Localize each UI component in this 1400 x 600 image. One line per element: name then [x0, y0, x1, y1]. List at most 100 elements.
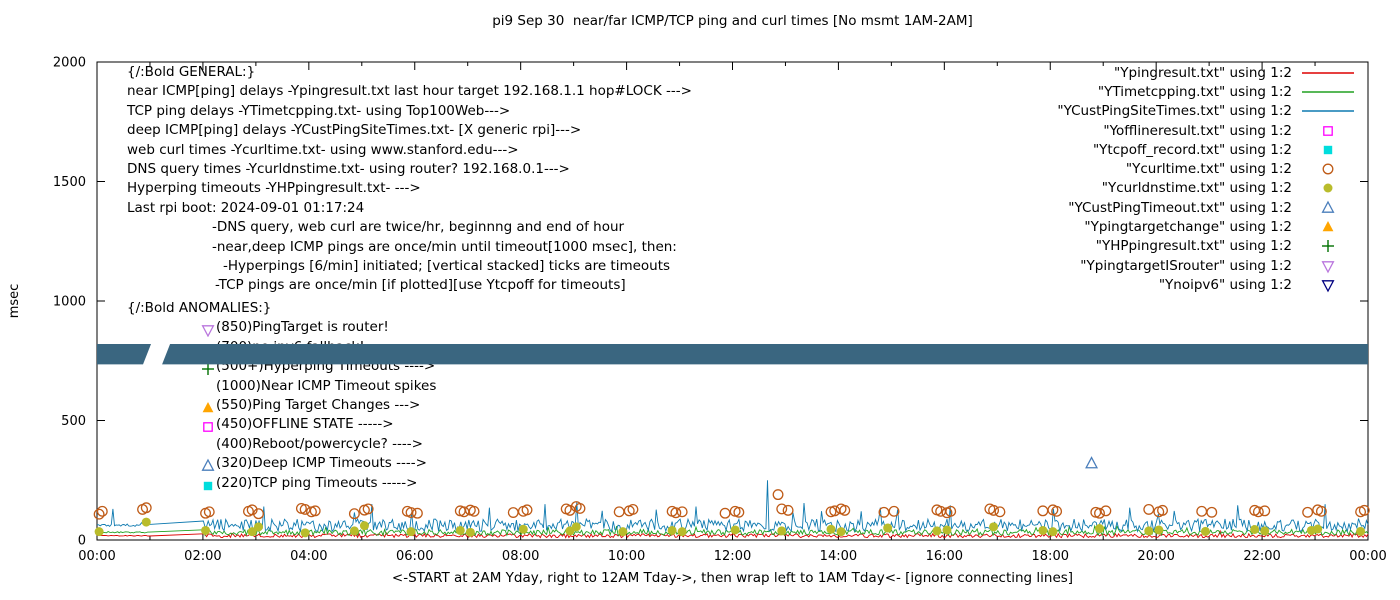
annotation-line: deep ICMP[ping] delays -YCustPingSiteTim…: [127, 121, 692, 140]
legend-entry: "Ycurltime.txt" using 1:2: [1057, 159, 1360, 178]
circle-filled-marker: [247, 527, 257, 537]
circle-open-marker: [521, 504, 533, 516]
circle-filled-marker: [359, 521, 369, 531]
legend-label: "YCustPingSiteTimes.txt" using 1:2: [1057, 103, 1292, 120]
circle-filled-marker: [1200, 526, 1210, 536]
annotation-text: (450)OFFLINE STATE ----->: [216, 416, 394, 433]
annotation-text: {/:Bold GENERAL:}: [127, 64, 256, 80]
annotation-text: -Hyperpings [6/min] initiated; [vertical…: [223, 257, 671, 274]
annotation-line: DNS query times -Ycurldnstime.txt- using…: [127, 160, 692, 179]
x-tick-label: 18:00: [1032, 549, 1069, 564]
circle-open-marker: [96, 505, 108, 517]
circle-open-marker: [613, 506, 625, 518]
circle-filled-marker: [932, 526, 942, 536]
y-tick-label: 1000: [53, 295, 86, 310]
triangle-up-filled-marker: [202, 401, 214, 413]
annotation-line: TCP ping delays -YTimetcpping.txt- using…: [127, 102, 692, 121]
legend-circle-filled-icon: [1323, 183, 1333, 193]
circle-filled-marker: [989, 522, 999, 532]
circle-open-marker: [1051, 505, 1063, 517]
circle-open-marker: [507, 507, 519, 518]
triangle-up-open-marker: [1321, 200, 1335, 213]
circle-filled-marker: [1313, 524, 1323, 534]
general-annotations: {/:Bold GENERAL:} near ICMP[ping] delays …: [127, 63, 692, 296]
annotation-line: {/:Bold GENERAL:}: [127, 63, 692, 82]
circle-filled-marker: [1356, 526, 1366, 536]
legend-entry: "YTimetcpping.txt" using 1:2: [1057, 82, 1360, 101]
anomalies-header: {/:Bold ANOMALIES:}: [127, 299, 436, 318]
circle-filled-marker: [300, 528, 310, 538]
triangle-up-open-icon: [200, 457, 216, 473]
circle-open-marker: [1094, 507, 1105, 519]
annotation-text: -TCP pings are once/min [if plotted][use…: [215, 277, 626, 294]
circle-filled-marker: [942, 525, 952, 535]
x-tick-label: 14:00: [820, 549, 857, 564]
circle-filled-marker: [141, 517, 151, 527]
circle-open-marker: [1196, 505, 1208, 517]
legend-label: "Ypingresult.txt" using 1:2: [1114, 64, 1292, 81]
circle-open-marker: [1322, 163, 1334, 175]
square-open-marker: [203, 422, 213, 433]
triangle-down-open-marker: [1321, 280, 1335, 293]
circle-open-marker: [676, 506, 688, 518]
circle-open-marker: [1302, 506, 1314, 518]
x-tick-label: 00:00: [1349, 549, 1386, 564]
triangle-up-open-marker: [1085, 456, 1099, 469]
circle-open-marker: [299, 503, 311, 515]
circle-open-marker: [253, 508, 264, 520]
y-tick-label: 500: [61, 414, 86, 429]
annotation-text: (400)Reboot/powercycle? ---->: [216, 435, 423, 452]
legend-entry: "YpingtargetISrouter" using 1:2: [1057, 256, 1360, 275]
annotation-text: (500+)Hyperping Timeouts ---->: [216, 358, 436, 375]
circle-open-marker: [348, 508, 360, 520]
legend-entry: "Ynoipv6" using 1:2: [1057, 275, 1360, 294]
anomalies-annotations: {/:Bold ANOMALIES:} (850)PingTarget is ro…: [127, 299, 436, 493]
circle-open-marker: [1259, 505, 1271, 517]
x-tick-label: 20:00: [1137, 549, 1174, 564]
legend-square-filled-icon: [1323, 145, 1333, 155]
circle-filled-marker: [730, 525, 740, 535]
y-tick-label: 2000: [53, 56, 86, 71]
anomaly-line: (320)Deep ICMP Timeouts ---->: [127, 454, 436, 473]
circle-open-marker: [1358, 504, 1370, 516]
circle-open-marker: [411, 507, 423, 519]
circle-open-marker: [246, 504, 258, 516]
circle-filled-marker: [94, 527, 104, 537]
plus-icon: [200, 360, 216, 376]
annotation-line: -near,deep ICMP pings are once/min until…: [127, 238, 692, 257]
x-tick-label: 00:00: [78, 549, 115, 564]
triangle-down-open-marker: [1321, 260, 1335, 273]
annotation-line: Last rpi boot: 2024-09-01 01:17:24: [127, 199, 692, 218]
circle-filled-marker: [254, 522, 264, 532]
circle-open-marker: [203, 506, 215, 518]
legend-label: "Ynoipv6" using 1:2: [1158, 276, 1292, 293]
annotation-text: TCP ping delays -YTimetcpping.txt- using…: [127, 102, 511, 119]
legend-label: "Yofflineresult.txt" using 1:2: [1103, 122, 1292, 139]
marker-spacer: [200, 435, 216, 451]
y-axis-title: msec: [7, 284, 22, 319]
annotation-line: -DNS query, web curl are twice/hr, begin…: [127, 218, 692, 237]
circle-open-marker: [1252, 506, 1264, 518]
x-tick-label: 02:00: [184, 549, 221, 564]
legend: "Ypingresult.txt" using 1:2 "YTimetcpping…: [1057, 63, 1360, 295]
circle-filled-marker: [465, 527, 475, 537]
legend-entry: "Ypingresult.txt" using 1:2: [1057, 63, 1360, 82]
circle-filled-marker: [518, 524, 528, 534]
series-line: [96, 480, 1369, 533]
triangle-down-open-icon: [200, 341, 216, 358]
y-tick-label: 1500: [53, 175, 86, 190]
circle-filled-marker: [1095, 524, 1105, 534]
legend-plus-icon: [1322, 240, 1334, 253]
legend-triangle-up-filled-icon: [1322, 221, 1334, 232]
annotation-text: (550)Ping Target Changes --->: [216, 396, 421, 413]
annotation-line: -Hyperpings [6/min] initiated; [vertical…: [127, 257, 692, 276]
circle-open-marker: [839, 504, 851, 516]
circle-open-marker: [772, 489, 784, 501]
square-open-icon: [200, 418, 216, 434]
annotation-text: deep ICMP[ping] delays -YCustPingSiteTim…: [127, 122, 582, 139]
circle-filled-marker: [1250, 524, 1260, 534]
legend-label: "Ycurldnstime.txt" using 1:2: [1101, 180, 1292, 197]
circle-open-marker: [1206, 506, 1218, 518]
legend-entry: "Yofflineresult.txt" using 1:2: [1057, 121, 1360, 140]
